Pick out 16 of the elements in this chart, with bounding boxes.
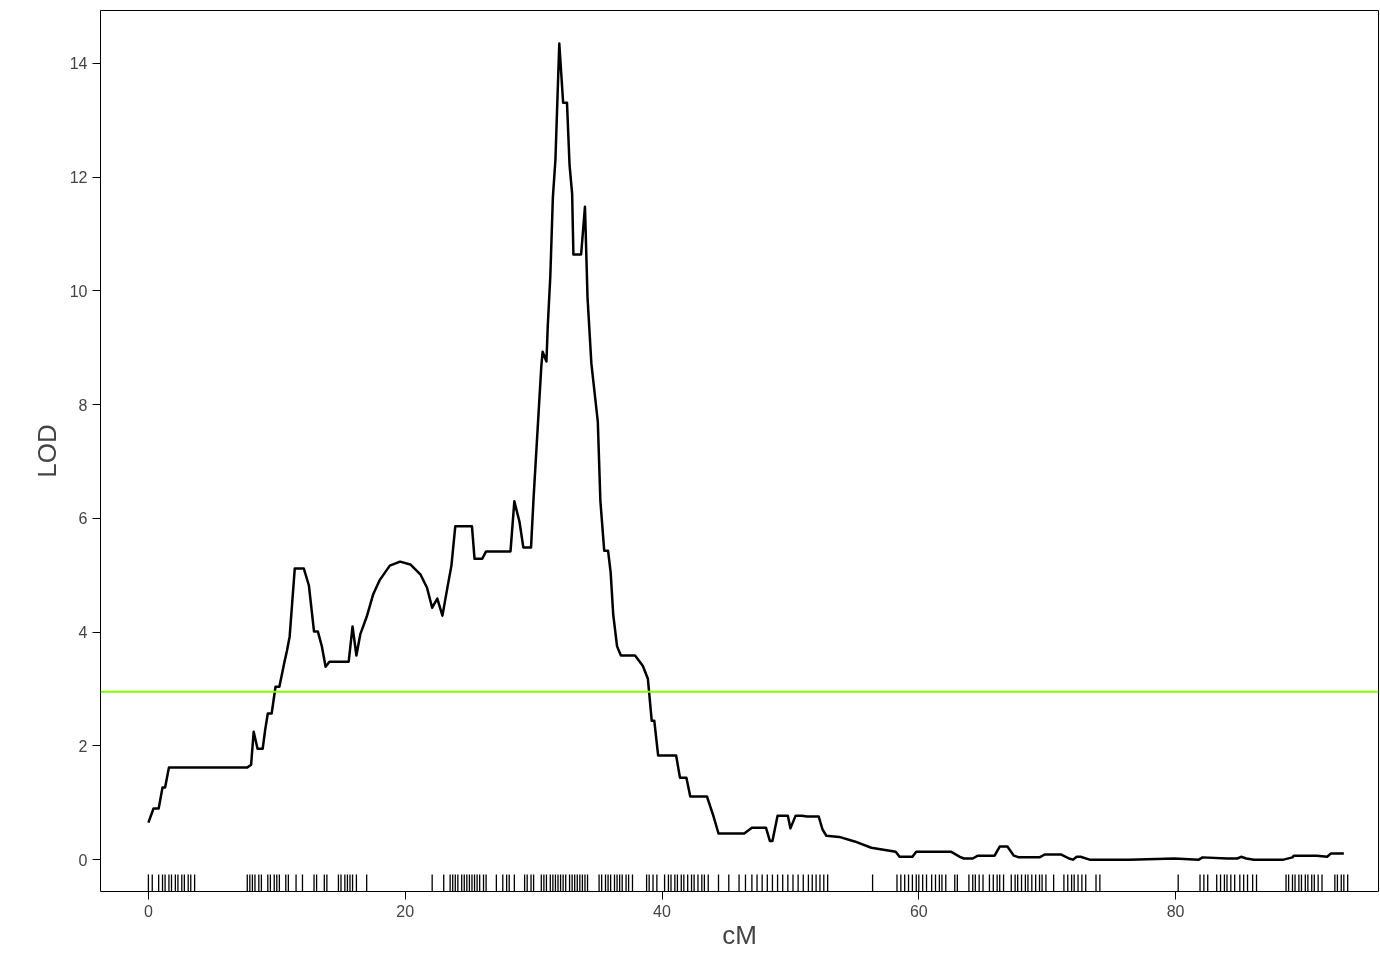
y-tick-label: 14 (69, 55, 88, 73)
y-tick-label: 8 (78, 396, 88, 414)
y-tick-label: 2 (78, 737, 88, 755)
y-tick-label: 0 (78, 851, 88, 869)
x-tick-label: 0 (143, 902, 153, 920)
y-tick-label: 6 (78, 510, 88, 528)
x-tick-label: 40 (653, 902, 672, 920)
y-tick-label: 12 (69, 169, 88, 187)
x-tick-label: 80 (1166, 902, 1185, 920)
x-tick-label: 60 (909, 902, 928, 920)
x-tick-label: 20 (396, 902, 415, 920)
y-tick-label: 4 (78, 624, 88, 642)
line-series (147, 42, 1346, 861)
y-axis-title: LOD (31, 424, 62, 478)
y-tick-label: 10 (69, 282, 88, 300)
x-axis-title: cM (722, 919, 757, 950)
